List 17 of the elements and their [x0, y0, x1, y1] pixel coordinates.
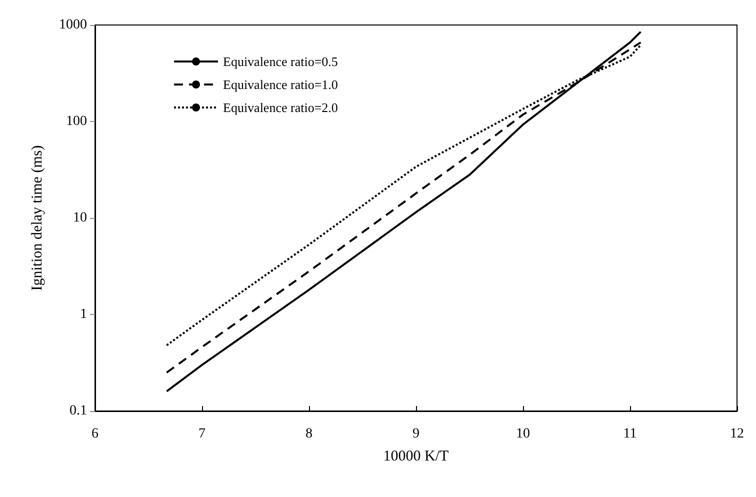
y-tick-label: 1000 — [59, 18, 87, 32]
x-tick-label: 6 — [92, 426, 98, 442]
x-tick-label: 9 — [412, 426, 420, 442]
x-axis-title: 10000 K/T — [383, 448, 449, 464]
legend-label: Equivalence ratio=0.5 — [223, 54, 338, 69]
x-tick-label: 12 — [730, 426, 744, 442]
x-tick-label: 8 — [306, 426, 312, 442]
legend-label: Equivalence ratio=1.0 — [223, 77, 338, 92]
x-tick-label: 7 — [198, 426, 206, 442]
y-tick-label: 1 — [80, 307, 87, 322]
x-tick-label: 10 — [516, 426, 530, 442]
legend-label: Equivalence ratio=2.0 — [223, 100, 338, 115]
y-tick-label: 0.1 — [70, 404, 87, 418]
y-tick-label: 100 — [66, 114, 87, 129]
x-tick-label: 11 — [623, 426, 637, 442]
y-tick-label: 10 — [73, 210, 87, 226]
y-axis-title: Ignition delay time (ms) — [30, 145, 46, 291]
